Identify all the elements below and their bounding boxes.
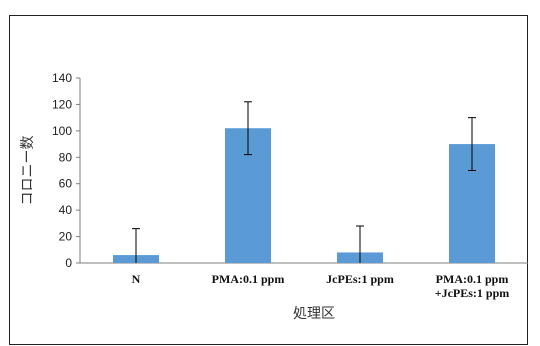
y-tick-label: 100 xyxy=(52,124,72,138)
y-tick-label: 40 xyxy=(59,203,73,217)
y-tick-label: 60 xyxy=(59,177,73,191)
x-axis-title: 処理区 xyxy=(293,306,335,322)
y-tick-label: 80 xyxy=(59,150,73,164)
chart-frame: 0 20 40 60 80 100 120 140 N PMA:0.1 ppm JcPEs:1 p… xyxy=(9,15,528,345)
category-label: +JcPEs:1 ppm xyxy=(435,286,510,300)
y-axis-title: コロニー数 xyxy=(20,136,36,206)
y-tick-label: 140 xyxy=(52,71,72,85)
y-tick-label: 120 xyxy=(52,97,72,111)
error-bars xyxy=(132,101,476,263)
category-label: PMA:0.1 ppm xyxy=(436,272,509,286)
y-tick-label: 20 xyxy=(59,230,73,244)
category-label: N xyxy=(132,272,141,286)
category-label: PMA:0.1 ppm xyxy=(212,272,285,286)
y-axis-ticks: 0 20 40 60 80 100 120 140 xyxy=(52,71,80,270)
y-tick-label: 0 xyxy=(65,256,72,270)
bar-chart: 0 20 40 60 80 100 120 140 N PMA:0.1 ppm JcPEs:1 p… xyxy=(20,71,528,322)
x-axis-labels: N PMA:0.1 ppm JcPEs:1 ppm PMA:0.1 ppm+JcPEs… xyxy=(132,272,510,300)
category-label: JcPEs:1 ppm xyxy=(326,272,394,286)
bars xyxy=(113,128,495,263)
